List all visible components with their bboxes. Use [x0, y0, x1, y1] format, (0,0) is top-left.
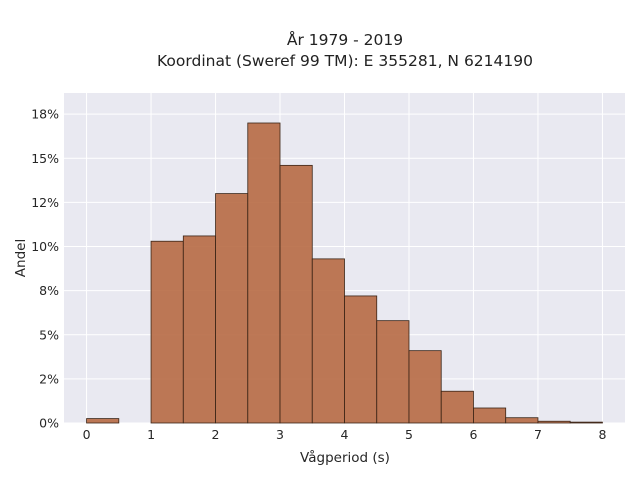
- x-tick-label-5: 5: [405, 427, 413, 442]
- histogram-bar-2: [182, 235, 216, 424]
- x-tick-label-0: 0: [83, 427, 91, 442]
- histogram-bar-7: [344, 295, 378, 424]
- histogram-bar-3: [215, 193, 249, 424]
- x-tick-label-8: 8: [598, 427, 606, 442]
- x-tick-label-6: 6: [469, 427, 477, 442]
- x-tick-label-4: 4: [341, 427, 349, 442]
- histogram-bar-8: [376, 320, 410, 424]
- histogram-bar-9: [408, 350, 442, 424]
- x-axis-ticks: 0 1 2 3 4 5 6 7 8: [83, 427, 607, 442]
- histogram-bar-14: [569, 421, 603, 424]
- y-axis-label: Andel: [13, 239, 29, 277]
- y-tick-label-7: 18%: [31, 107, 59, 122]
- y-tick-label-1: 2%: [39, 371, 59, 386]
- x-tick-label-2: 2: [212, 427, 220, 442]
- histogram-bar-4: [247, 122, 281, 424]
- chart-title-line-1: År 1979 - 2019: [287, 30, 403, 49]
- y-axis-ticks: 0% 2% 5% 8% 10% 12% 15% 18%: [31, 107, 59, 431]
- y-tick-label-0: 0%: [39, 416, 59, 431]
- histogram-bar-6: [311, 258, 345, 424]
- y-tick-label-4: 10%: [31, 239, 59, 254]
- x-tick-label-3: 3: [276, 427, 284, 442]
- y-tick-label-2: 5%: [39, 327, 59, 342]
- y-tick-label-6: 15%: [31, 151, 59, 166]
- x-axis-label: Vågperiod (s): [300, 449, 390, 466]
- chart-title-line-2: Koordinat (Sweref 99 TM): E 355281, N 62…: [157, 52, 533, 70]
- histogram-bar-11: [473, 407, 507, 424]
- histogram-bar-12: [505, 417, 539, 424]
- histogram-bar-13: [537, 420, 571, 424]
- histogram-bar-0: [86, 418, 120, 424]
- y-tick-label-3: 8%: [39, 283, 59, 298]
- histogram-bar-5: [279, 164, 313, 424]
- x-tick-label-7: 7: [534, 427, 542, 442]
- histogram-bar-10: [440, 390, 474, 424]
- y-tick-label-5: 12%: [31, 195, 59, 210]
- histogram-bar-1: [150, 240, 184, 424]
- x-tick-label-1: 1: [147, 427, 155, 442]
- histogram-bars: [86, 122, 603, 424]
